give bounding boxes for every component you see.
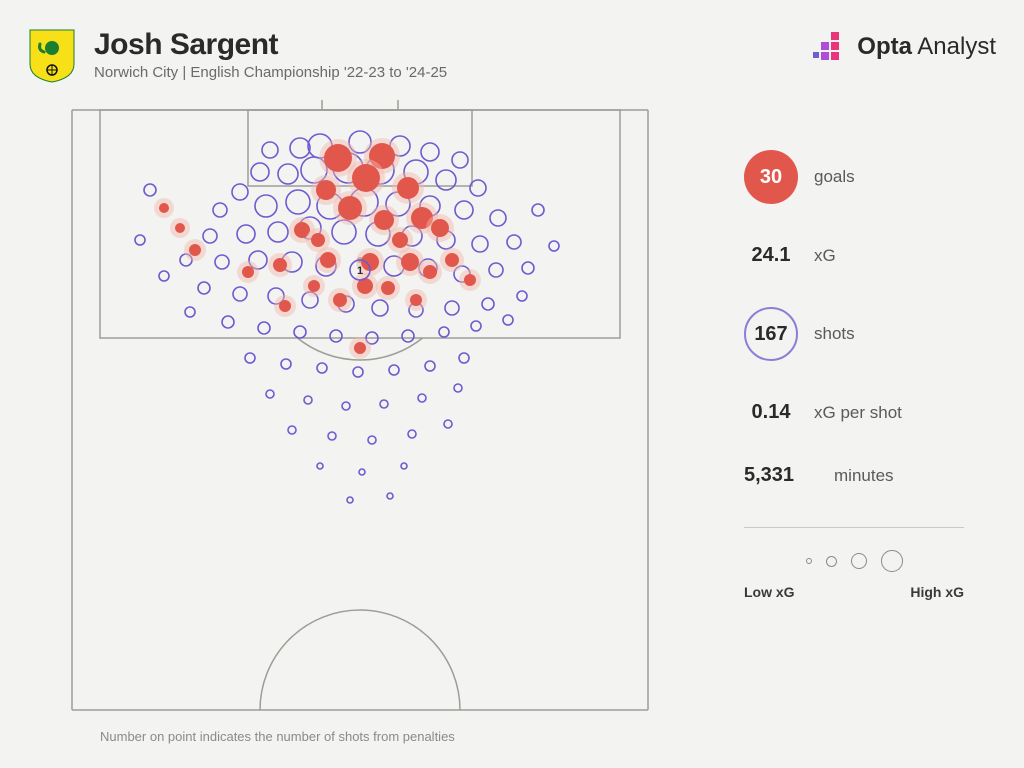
xg-per-shot-value: 0.14 (744, 401, 798, 424)
brand-text: Opta Analyst (857, 33, 996, 61)
legend-sizes (744, 550, 964, 572)
shot-map: 1 (70, 100, 650, 720)
brand-logo: Opta Analyst (813, 28, 996, 66)
minutes-value: 5,331 (744, 464, 818, 487)
title-block: Josh Sargent Norwich City | English Cham… (94, 28, 447, 81)
minutes-label: minutes (834, 466, 894, 486)
divider (744, 527, 964, 528)
shots-label: shots (814, 324, 855, 344)
stat-xg-per-shot: 0.14 xG per shot (744, 401, 964, 424)
header: Josh Sargent Norwich City | English Cham… (28, 28, 996, 84)
xg-value: 24.1 (744, 244, 798, 267)
stats-panel: 30 goals 24.1 xG 167 shots 0.14 xG per s… (744, 150, 964, 600)
shots-badge: 167 (744, 307, 798, 361)
subtitle: Norwich City | English Championship '22-… (94, 64, 447, 81)
stat-minutes: 5,331 minutes (744, 464, 964, 487)
brand-mark-icon (813, 30, 847, 64)
stat-goals: 30 goals (744, 150, 964, 204)
club-crest-icon (28, 28, 76, 84)
footnote: Number on point indicates the number of … (100, 729, 455, 744)
svg-text:1: 1 (357, 265, 363, 277)
pitch-svg: 1 (70, 100, 650, 720)
legend-high: High xG (910, 584, 964, 600)
goals-label: goals (814, 167, 855, 187)
player-name: Josh Sargent (94, 28, 447, 62)
xg-label: xG (814, 246, 836, 266)
xg-per-shot-label: xG per shot (814, 403, 902, 423)
goals-badge: 30 (744, 150, 798, 204)
legend-low: Low xG (744, 584, 795, 600)
legend-labels: Low xG High xG (744, 584, 964, 600)
stat-xg: 24.1 xG (744, 244, 964, 267)
header-left: Josh Sargent Norwich City | English Cham… (28, 28, 447, 84)
stat-shots: 167 shots (744, 307, 964, 361)
